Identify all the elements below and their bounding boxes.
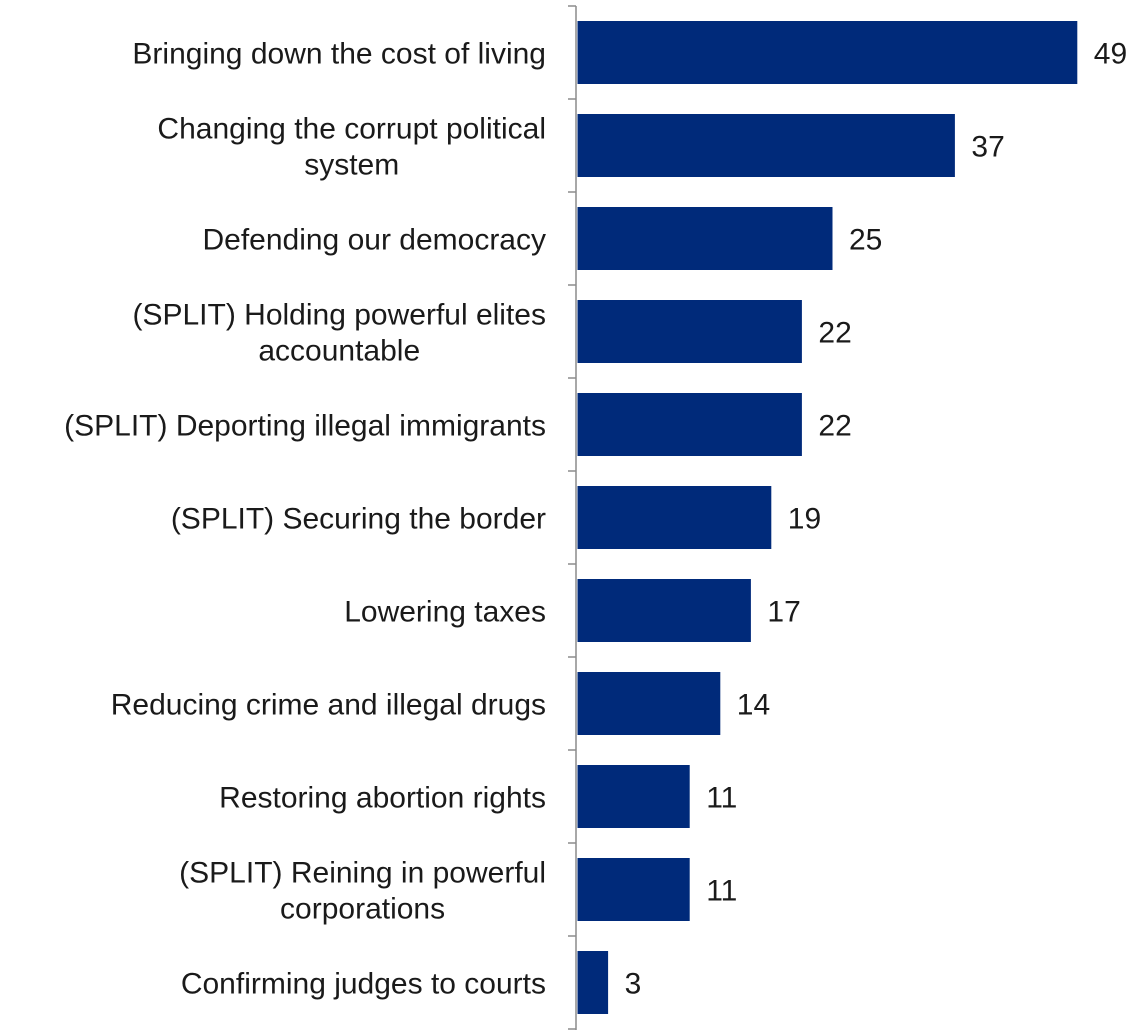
category-label: (SPLIT) Securing the border xyxy=(171,503,546,536)
data-label: 22 xyxy=(818,410,851,443)
category-label: Bringing down the cost of living xyxy=(132,38,546,71)
category-label: Changing the corrupt political xyxy=(157,113,546,146)
category-label: Confirming judges to courts xyxy=(181,968,546,1001)
category-label: (SPLIT) Reining in powerful xyxy=(179,857,546,890)
data-label: 37 xyxy=(971,131,1004,164)
category-label: Restoring abortion rights xyxy=(219,782,546,815)
bar xyxy=(577,393,802,456)
bar xyxy=(577,486,772,549)
bar xyxy=(577,672,721,735)
category-label: (SPLIT) Holding powerful elites xyxy=(132,299,546,332)
category-label: corporations xyxy=(280,893,445,926)
bar xyxy=(577,579,751,642)
bar xyxy=(577,207,833,270)
bar xyxy=(577,300,802,363)
data-label: 22 xyxy=(818,317,851,350)
data-label: 11 xyxy=(706,875,737,908)
data-label: 19 xyxy=(788,503,821,536)
category-label: accountable xyxy=(258,335,420,368)
category-label: Defending our democracy xyxy=(202,224,546,257)
data-label: 25 xyxy=(849,224,882,257)
category-label: (SPLIT) Deporting illegal immigrants xyxy=(64,410,546,443)
bar xyxy=(577,951,609,1014)
data-label: 49 xyxy=(1094,38,1127,71)
data-label: 3 xyxy=(625,968,642,1001)
bar xyxy=(577,765,690,828)
bar xyxy=(577,858,690,921)
data-label: 14 xyxy=(737,689,770,722)
bar xyxy=(577,21,1078,84)
category-label: Lowering taxes xyxy=(344,596,546,629)
bar xyxy=(577,114,955,177)
category-label: Reducing crime and illegal drugs xyxy=(111,689,546,722)
data-label: 17 xyxy=(767,596,800,629)
data-label: 11 xyxy=(706,782,737,815)
category-label: system xyxy=(304,149,399,182)
